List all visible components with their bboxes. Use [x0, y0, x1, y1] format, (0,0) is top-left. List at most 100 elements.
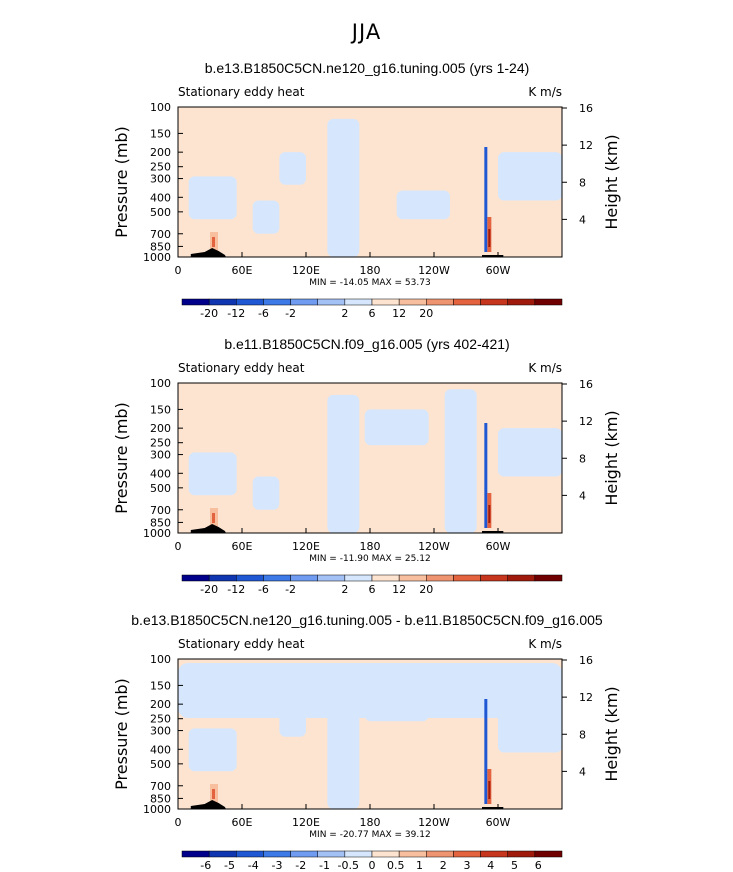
colorbar-cell	[263, 850, 291, 858]
contour-patch	[188, 176, 237, 220]
colorbar-cell	[426, 850, 454, 858]
y-right-tick-label: 4	[579, 489, 586, 502]
x-tick-label: 60W	[486, 540, 511, 553]
y-axis-right-title: Height (km)	[602, 686, 621, 781]
contour-patch	[327, 118, 360, 257]
x-tick-label: 120W	[418, 816, 450, 829]
colorbar-label: 20	[419, 583, 433, 596]
contour-feature	[484, 147, 488, 252]
y-tick-label: 250	[150, 437, 171, 450]
colorbar-label: 3	[464, 859, 471, 872]
colorbar-label: 1	[416, 859, 423, 872]
y-tick-label: 300	[150, 725, 171, 738]
colorbar-label: -2	[285, 583, 296, 596]
colorbar-cell	[317, 298, 346, 306]
x-tick-label: 120W	[418, 264, 450, 277]
x-tick-label: 0	[175, 264, 182, 277]
contour-feature	[212, 513, 215, 523]
panel-right-label: K m/s	[528, 85, 562, 99]
x-tick-label: 120E	[292, 264, 320, 277]
panel-title: b.e13.B1850C5CN.ne120_g16.tuning.005 (yr…	[205, 60, 530, 76]
y-tick-label: 500	[150, 206, 171, 219]
colorbar-cell	[480, 850, 508, 858]
colorbar-label: -6	[200, 859, 211, 872]
colorbar-label: -4	[248, 859, 259, 872]
contour-patch	[279, 152, 306, 185]
contour-patch	[252, 476, 280, 510]
colorbar-cell	[398, 850, 427, 858]
colorbar-label: -0.5	[338, 859, 359, 872]
colorbar-cell	[208, 574, 237, 582]
contour-patch	[188, 452, 237, 496]
y-tick-label: 200	[150, 698, 171, 711]
colorbar-label: 2	[440, 859, 447, 872]
topography	[190, 248, 226, 257]
colorbar-cell	[453, 574, 481, 582]
colorbar-label: -6	[258, 307, 269, 320]
colorbar-label: 12	[392, 307, 406, 320]
colorbar-cell	[371, 298, 400, 306]
y-axis-title: Pressure (mb)	[112, 402, 131, 514]
y-tick-label: 400	[150, 743, 171, 756]
colorbar-cell	[534, 298, 563, 306]
panel-title: b.e11.B1850C5CN.f09_g16.005 (yrs 402-421…	[224, 336, 509, 352]
y-axis-right-title: Height (km)	[602, 134, 621, 229]
x-tick-label: 60E	[232, 816, 253, 829]
topography	[482, 255, 504, 257]
x-tick-label: 0	[175, 816, 182, 829]
y-tick-label: 100	[150, 101, 171, 114]
y-right-tick-label: 12	[579, 415, 593, 428]
colorbar-cell	[453, 298, 481, 306]
contour-patch	[444, 389, 477, 533]
contour-feature	[484, 423, 488, 528]
colorbar-cell	[181, 850, 210, 858]
colorbar-cell	[344, 574, 373, 582]
y-axis-title: Pressure (mb)	[112, 126, 131, 238]
colorbar-cell	[290, 574, 318, 582]
colorbar-cell	[290, 298, 318, 306]
contour-feature	[212, 789, 215, 799]
colorbar-label: 6	[535, 859, 542, 872]
y-right-tick-label: 12	[579, 691, 593, 704]
panel-left-label: Stationary eddy heat	[178, 85, 305, 99]
colorbar-cell	[181, 574, 210, 582]
contour-feature	[488, 781, 491, 799]
y-tick-label: 1000	[143, 803, 171, 816]
x-tick-label: 0	[175, 540, 182, 553]
y-tick-label: 500	[150, 482, 171, 495]
x-tick-label: 60E	[232, 264, 253, 277]
y-tick-label: 1000	[143, 527, 171, 540]
contour-feature	[212, 237, 215, 247]
topography	[190, 524, 226, 533]
min-max-stats: MIN = -14.05 MAX = 53.73	[309, 278, 430, 288]
topography	[482, 807, 504, 809]
panel-3: b.e13.B1850C5CN.ne120_g16.tuning.005 - b…	[112, 612, 621, 872]
y-tick-label: 850	[150, 516, 171, 529]
colorbar-cell	[480, 574, 508, 582]
colorbar-label: 6	[369, 583, 376, 596]
colorbar-cell	[534, 574, 563, 582]
contour-patch	[178, 663, 562, 718]
y-tick-label: 150	[150, 127, 171, 140]
colorbar-cell	[534, 850, 563, 858]
contour-patch	[188, 728, 237, 772]
colorbar-label: 20	[419, 307, 433, 320]
y-tick-label: 250	[150, 161, 171, 174]
x-tick-label: 120E	[292, 540, 320, 553]
colorbar-label: 0	[369, 859, 376, 872]
y-tick-label: 300	[150, 449, 171, 462]
min-max-stats: MIN = -20.77 MAX = 39.12	[309, 830, 430, 840]
colorbar-cell	[426, 574, 454, 582]
colorbar-cell	[480, 298, 508, 306]
y-right-tick-label: 8	[579, 452, 586, 465]
y-axis-right-title: Height (km)	[602, 410, 621, 505]
colorbar-cell	[371, 574, 400, 582]
colorbar-cell	[398, 298, 427, 306]
colorbar-label: -20	[200, 583, 218, 596]
y-tick-label: 150	[150, 679, 171, 692]
panel-left-label: Stationary eddy heat	[178, 361, 305, 375]
y-tick-label: 850	[150, 792, 171, 805]
x-tick-label: 120E	[292, 816, 320, 829]
y-tick-label: 700	[150, 780, 171, 793]
